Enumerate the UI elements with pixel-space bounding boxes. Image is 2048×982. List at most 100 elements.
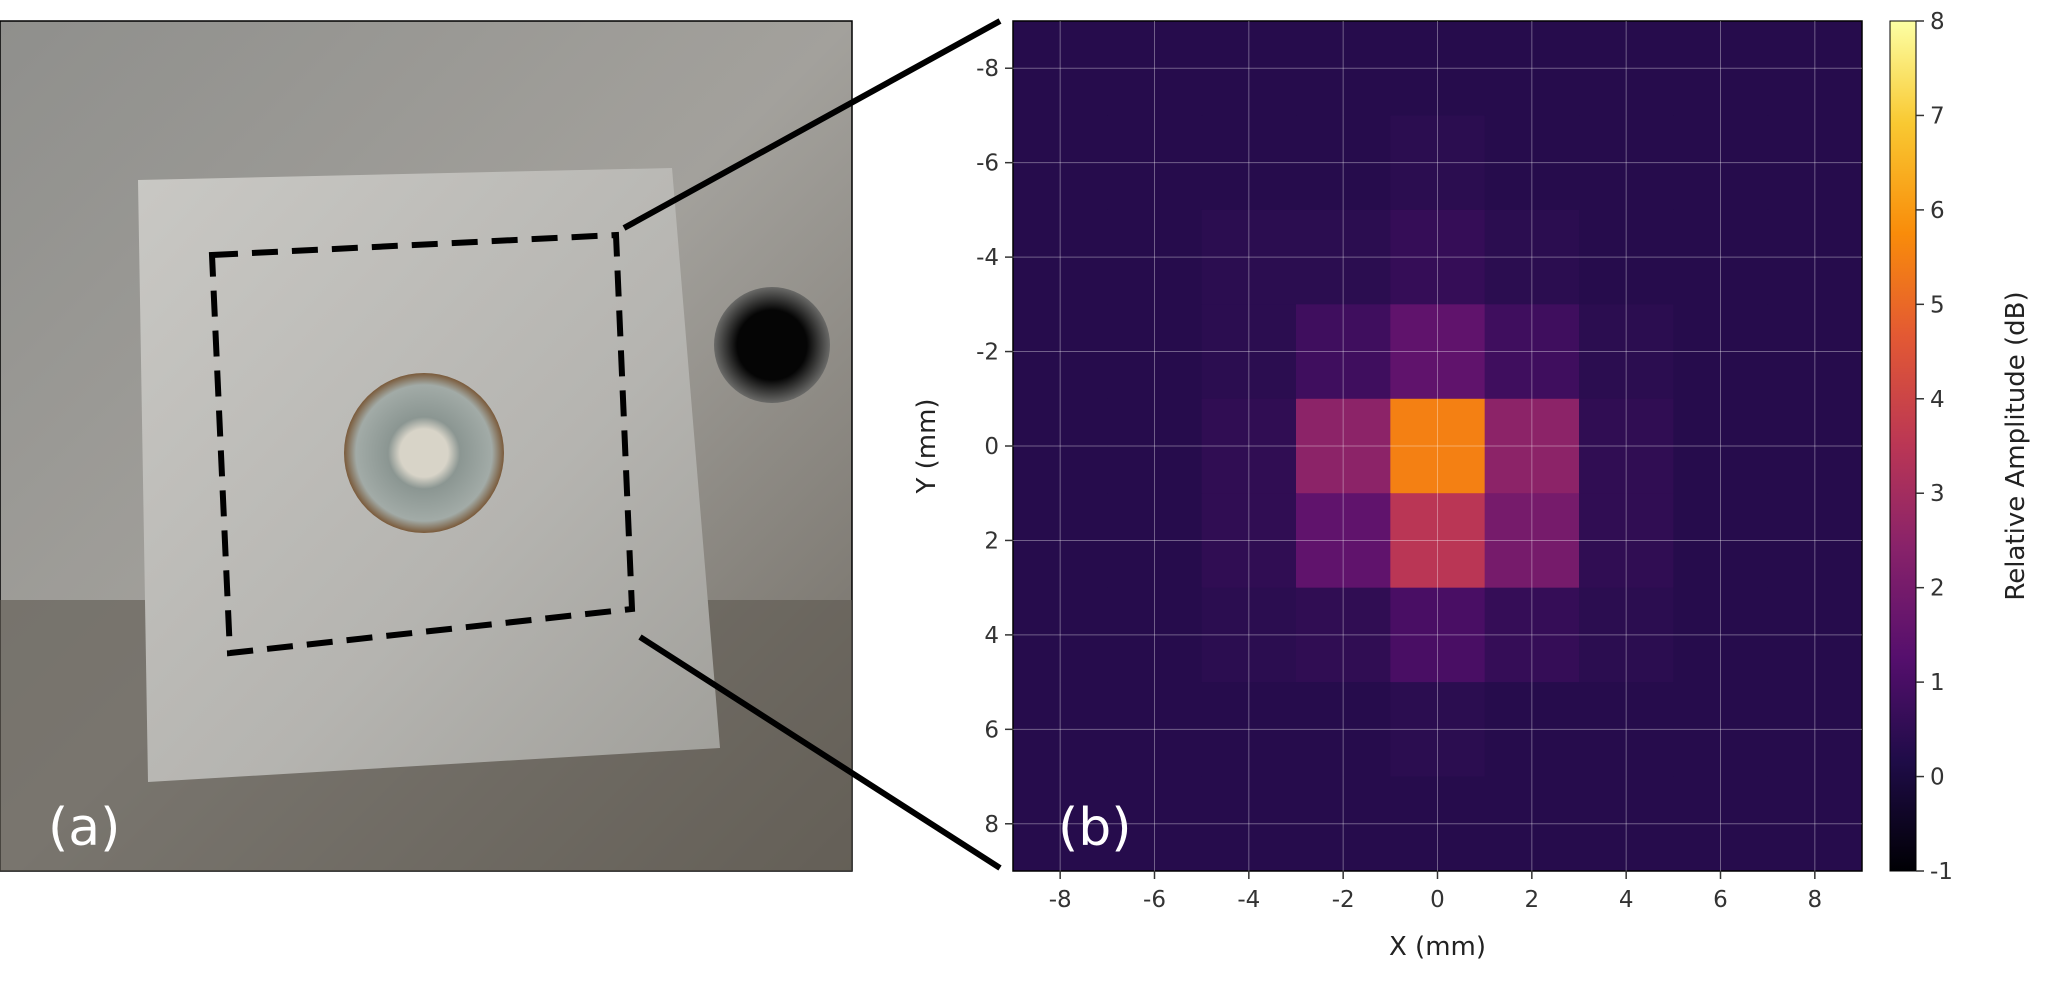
heatmap-cell	[1767, 587, 1863, 683]
y-tick-label: -6	[976, 151, 999, 177]
colorbar	[1889, 20, 1917, 872]
y-tick-label: 6	[984, 717, 999, 743]
heatmap-cell	[1013, 493, 1108, 589]
heatmap-cell	[1107, 304, 1203, 400]
heatmap-cell	[1107, 682, 1203, 778]
y-tick-label: -4	[976, 245, 999, 271]
heatmap-cell	[1201, 398, 1297, 494]
y-tick-label: 2	[984, 528, 999, 554]
heatmap-cell	[1484, 587, 1580, 683]
colorbar-tick-label: 3	[1930, 481, 1945, 507]
heatmap-cell	[1579, 398, 1674, 494]
heatmap-cell	[1767, 304, 1863, 400]
y-tick-label: 4	[984, 623, 999, 649]
y-tick-label: 0	[984, 434, 999, 460]
heatmap-cell	[1201, 776, 1297, 872]
y-tick-label: -8	[976, 56, 999, 82]
colorbar-tick-label: 7	[1930, 103, 1945, 129]
heatmap-cell	[1579, 304, 1674, 400]
heatmap-cell	[1201, 115, 1297, 211]
x-tick-label: -6	[1143, 887, 1166, 913]
panel-label: (a)	[48, 798, 120, 858]
heatmap-cell	[1296, 21, 1391, 116]
heatmap-cell	[1201, 304, 1297, 400]
heatmap-cell	[1484, 304, 1580, 400]
colorbar-tick-label: 0	[1930, 765, 1945, 791]
y-tick-label: 8	[984, 812, 999, 838]
heatmap-cell	[1579, 493, 1674, 589]
heatmap-cell	[1673, 493, 1769, 589]
heatmap-cell	[1767, 209, 1863, 305]
heatmap-cell	[1673, 398, 1769, 494]
heatmap-cell	[1484, 398, 1580, 494]
heatmap-cell	[1107, 398, 1203, 494]
heatmap-cell	[1484, 21, 1580, 116]
colorbar-tick-label: 2	[1930, 576, 1945, 602]
heatmap-cell	[1484, 682, 1580, 778]
heatmap-cell	[1107, 493, 1203, 589]
colorbar-tick-label: 6	[1930, 198, 1945, 224]
heatmap-cell	[1484, 115, 1580, 211]
heatmap-cell	[1107, 115, 1203, 211]
heatmap-cell	[1201, 682, 1297, 778]
heatmap-cell	[1673, 587, 1769, 683]
heatmap-cell	[1579, 115, 1674, 211]
heatmap-cell	[1296, 304, 1391, 400]
heatmap-cell	[1767, 398, 1863, 494]
heatmap-cell	[1296, 587, 1391, 683]
heatmap-cell	[1673, 21, 1769, 116]
heatmap-cell	[1201, 493, 1297, 589]
heatmap-cell	[1767, 682, 1863, 778]
heatmap-cell	[1390, 682, 1486, 778]
colorbar-tick-label: 1	[1930, 670, 1945, 696]
heatmap-cell	[1767, 21, 1863, 116]
heatmap-cell	[1201, 587, 1297, 683]
heatmap-cell	[1013, 115, 1108, 211]
colorbar-tick-label: -1	[1930, 859, 1953, 885]
heatmap-cell	[1013, 398, 1108, 494]
colorbar-tick-label: 5	[1930, 292, 1945, 318]
y-axis-label: Y (mm)	[912, 398, 942, 494]
x-tick-label: -4	[1237, 887, 1260, 913]
heatmap-cell	[1579, 682, 1674, 778]
x-tick-label: 2	[1525, 887, 1540, 913]
heatmap-cell	[1296, 682, 1391, 778]
heatmap-cell	[1296, 209, 1391, 305]
heatmap-cell	[1390, 398, 1486, 494]
heatmap-cell	[1201, 209, 1297, 305]
heatmap-cell	[1390, 209, 1486, 305]
heatmap-cell	[1296, 776, 1391, 872]
heatmap-cell	[1390, 21, 1486, 116]
heatmap-cell	[1013, 587, 1108, 683]
heatmap-cell	[1390, 304, 1486, 400]
x-tick-label: -8	[1049, 887, 1072, 913]
heatmap-cell	[1107, 776, 1203, 872]
heatmap-cell	[1201, 21, 1297, 116]
heatmap-cell	[1673, 115, 1769, 211]
x-axis-label: X (mm)	[1389, 932, 1486, 962]
heatmap-cell	[1579, 209, 1674, 305]
colorbar-tick-label: 4	[1930, 387, 1945, 413]
heatmap-cell	[1107, 209, 1203, 305]
x-tick-label: -2	[1332, 887, 1355, 913]
heatmap-cell	[1296, 398, 1391, 494]
heatmap-cell	[1013, 682, 1108, 778]
heatmap-cell	[1013, 209, 1108, 305]
photo: (a)	[0, 18, 1002, 872]
heatmap-cell	[1579, 21, 1674, 116]
heatmap-cell	[1390, 115, 1486, 211]
x-tick-label: 6	[1713, 887, 1728, 913]
heatmap-cell	[1673, 682, 1769, 778]
x-tick-label: 4	[1619, 887, 1634, 913]
colorbar-tick-label: 8	[1930, 9, 1945, 35]
heatmap-cell	[1767, 115, 1863, 211]
heatmap-panel: -8 -6 -4 -2 0 2 4 6 8 -8 -6 -4 -2 0 2 4 6 8 X (mm) Y (mm) (b…	[912, 9, 2031, 962]
colorbar-label: Relative Amplitude (dB)	[2001, 291, 2031, 600]
x-tick-label: 0	[1430, 887, 1445, 913]
heatmap-cell	[1296, 115, 1391, 211]
heatmap-cell	[1390, 493, 1486, 589]
heatmap-cell	[1013, 304, 1108, 400]
heatmap-cell	[1390, 587, 1486, 683]
